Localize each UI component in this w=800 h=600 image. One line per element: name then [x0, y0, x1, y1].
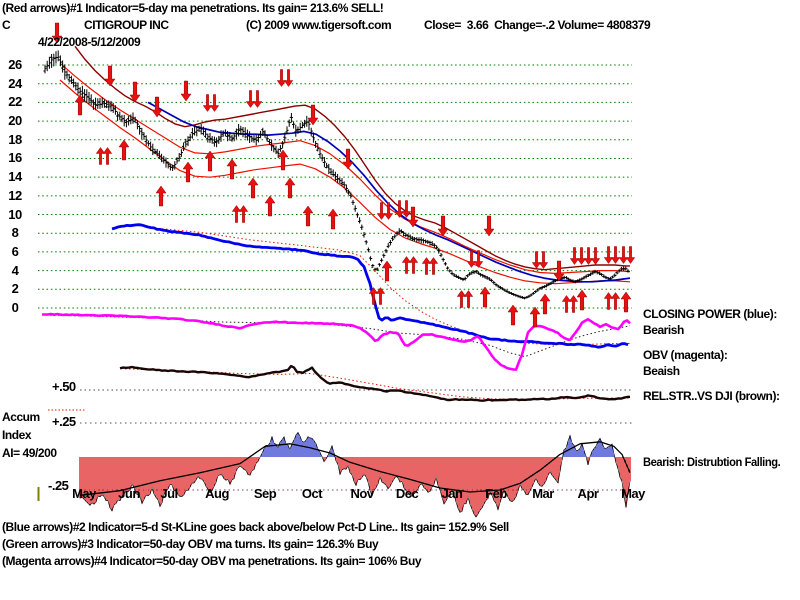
month-tick-label: Feb	[485, 486, 507, 501]
company-name: CITIGROUP INC	[84, 18, 169, 32]
month-tick-label: Nov	[350, 486, 374, 501]
date-range-label: 4/22/2008-5/12/2009	[38, 35, 141, 49]
price-tick-label: 14	[8, 169, 22, 185]
indicator2-summary: (Blue arrows)#2 Indicator=5-d St-KLine g…	[2, 520, 509, 534]
price-tick-label: 12	[8, 187, 22, 203]
accum-label-2: Index	[2, 428, 32, 442]
plus50-label: +.50	[52, 379, 76, 394]
plus25-label: +.25	[52, 414, 76, 429]
month-tick-label: Dec	[395, 486, 419, 501]
month-tick-label: Jun	[118, 486, 140, 501]
price-tick-label: 18	[8, 131, 22, 147]
ai-value-label: AI= 49/200	[2, 446, 57, 460]
price-tick-label: 20	[8, 113, 22, 129]
ticker-symbol: C	[2, 18, 11, 32]
price-tick-label: 10	[8, 206, 22, 222]
price-tick-label: 6	[11, 243, 19, 259]
obv-title: OBV (magenta):	[643, 348, 728, 362]
relstr-title: REL.STR..VS DJI (brown):	[643, 389, 780, 403]
obv-status: Beaish	[643, 364, 680, 378]
month-tick-label: Mar	[532, 486, 554, 501]
indicator1-summary: (Red arrows)#1 Indicator=5-day ma penetr…	[2, 1, 384, 15]
price-tick-label: 24	[8, 75, 22, 91]
copyright-label: (C) 2009 www.tigersoft.com	[246, 18, 392, 32]
month-tick-label: Apr	[577, 486, 599, 501]
closing-power-status: Bearish	[643, 323, 684, 337]
month-tick-label: Oct	[301, 486, 323, 501]
price-tick-label: 16	[8, 150, 22, 166]
accum-label-1: Accum	[2, 410, 40, 424]
month-tick-label: Jan	[441, 486, 463, 501]
month-tick-label: Sep	[253, 486, 277, 501]
accum-status: Bearish: Distrubtion Falling.	[643, 455, 781, 469]
month-tick-label: Aug	[205, 486, 229, 501]
price-tick-label: 2	[11, 281, 19, 297]
closing-power-title: CLOSING POWER (blue):	[643, 307, 777, 321]
month-tick-label: May	[621, 486, 645, 501]
indicator4-summary: (Magenta arrows)#4 Indicator=50-day OBV …	[2, 554, 422, 568]
price-tick-label: 4	[11, 262, 19, 278]
minus25-label: -.25	[48, 478, 69, 493]
indicator3-summary: (Green arrows)#3 Indicator=50-day OBV ma…	[2, 537, 379, 551]
price-tick-label: 22	[8, 94, 22, 110]
quote-summary: Close= 3.66 Change=-.2 Volume= 4808379	[424, 18, 651, 32]
price-tick-label: 26	[8, 57, 22, 72]
month-tick-label: Jul	[160, 486, 178, 501]
month-tick-label: May	[72, 486, 96, 501]
price-tick-label: 0	[11, 300, 19, 315]
price-tick-label: 8	[11, 225, 19, 241]
